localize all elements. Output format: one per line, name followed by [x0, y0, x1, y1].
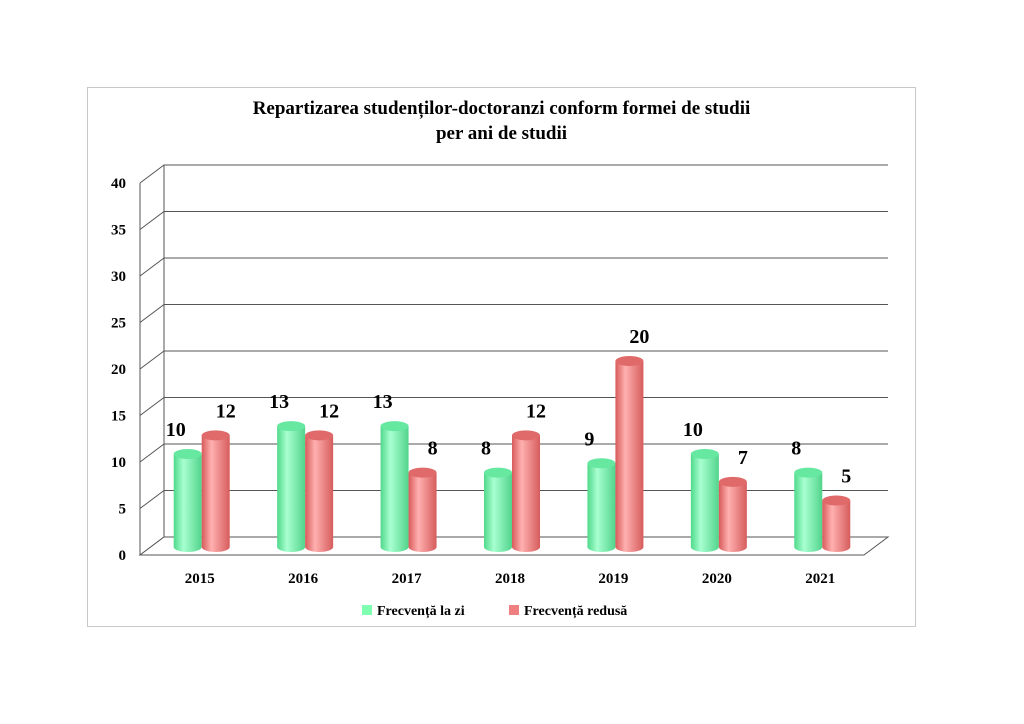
bar-body	[794, 472, 823, 552]
y-tick-label: 10	[111, 455, 126, 471]
legend-label-0: Frecvență la zi	[377, 604, 465, 619]
data-label: 7	[738, 447, 748, 469]
data-label: 12	[319, 400, 339, 422]
y-tick-label: 20	[111, 362, 126, 378]
bar-zi-2018	[484, 467, 512, 552]
bar-top	[408, 467, 437, 478]
y-tick-label: 15	[111, 409, 126, 425]
y-axis: 0 5 10 15 20 25 30 35 40	[111, 176, 141, 564]
bar-body	[718, 481, 747, 552]
data-label: 9	[584, 428, 594, 450]
data-label: 12	[216, 400, 236, 422]
x-tick-label: 2017	[392, 571, 423, 587]
bar-top	[794, 467, 823, 478]
bar-redusa-2018	[512, 430, 540, 552]
gridline	[139, 350, 888, 370]
gridline	[139, 211, 888, 230]
bar-body	[587, 463, 616, 552]
x-tick-label: 2020	[702, 571, 732, 587]
data-label: 12	[526, 400, 546, 422]
x-tick-label: 2015	[185, 571, 215, 587]
bar-body	[822, 500, 851, 552]
gridline	[139, 164, 888, 184]
data-label: 8	[791, 438, 801, 460]
bar-zi-2021	[794, 467, 823, 552]
gridline	[139, 304, 888, 323]
bar-top	[718, 476, 747, 487]
data-label: 10	[166, 419, 186, 441]
bar-zi-2019	[587, 458, 616, 552]
y-tick-label: 35	[111, 223, 126, 239]
bar-top	[277, 421, 306, 432]
bar-body	[484, 472, 512, 552]
bar-top	[690, 449, 719, 459]
legend-swatch-0	[362, 605, 372, 615]
bar-top	[587, 458, 616, 469]
bar-redusa-2015	[201, 430, 230, 552]
data-label: 13	[373, 391, 393, 413]
bar-body	[690, 454, 719, 552]
bar-zi-2017	[380, 421, 409, 552]
bar-top	[201, 430, 230, 441]
y-tick-label: 5	[119, 502, 127, 518]
bar-zi-2020	[690, 449, 719, 552]
gridline	[139, 257, 888, 277]
bar-body	[408, 472, 437, 552]
data-label: 8	[428, 438, 438, 460]
legend: Frecvență la zi Frecvență redusă	[362, 604, 627, 619]
data-label: 10	[683, 419, 703, 441]
data-label: 5	[841, 466, 851, 488]
x-tick-label: 2016	[288, 571, 319, 587]
x-tick-label: 2018	[495, 571, 525, 587]
chart-title-line1: Repartizarea studenților-doctoranzi conf…	[252, 98, 751, 119]
bar-top	[512, 430, 540, 441]
y-tick-label: 25	[111, 316, 126, 332]
bar-zi-2016	[277, 421, 306, 552]
bar-body	[380, 426, 409, 552]
bar-top	[484, 467, 512, 478]
bar-redusa-2016	[305, 430, 334, 552]
x-tick-label: 2019	[598, 571, 628, 587]
bar-body	[173, 454, 202, 552]
bar-redusa-2020	[718, 476, 747, 552]
legend-label-1: Frecvență redusă	[524, 604, 627, 619]
chart-title: Repartizarea studenților-doctoranzi conf…	[87, 96, 916, 146]
y-tick-label: 30	[111, 269, 126, 285]
bar-top	[380, 421, 409, 432]
bar-redusa-2017	[408, 467, 437, 552]
chart-title-line2: per ani de studii	[435, 123, 568, 144]
bar-body	[201, 435, 230, 552]
bar-redusa-2021	[822, 495, 851, 552]
bar-body	[615, 361, 644, 552]
x-axis: 2015 2016 2017 2018 2019 2020 2021	[185, 571, 836, 587]
bar-top	[173, 449, 202, 459]
y-tick-label: 0	[119, 548, 127, 564]
data-label: 20	[629, 326, 649, 348]
bar-top	[822, 495, 851, 506]
y-tick-label: 40	[111, 176, 126, 192]
gridline	[139, 397, 888, 416]
bar-body	[305, 435, 334, 552]
legend-swatch-1	[509, 605, 519, 615]
x-tick-label: 2021	[805, 571, 835, 587]
data-labels: 10 12 13 12 13 8 8 12 9 20 10 7 8 5	[166, 326, 852, 488]
bar-zi-2015	[173, 449, 202, 552]
bars	[173, 356, 851, 552]
data-label: 13	[269, 391, 289, 413]
bar-body	[277, 426, 306, 552]
bar-top	[615, 356, 644, 366]
bar-top	[305, 430, 334, 441]
bar-body	[512, 435, 540, 552]
data-label: 8	[481, 438, 491, 460]
bar-redusa-2019	[615, 356, 644, 552]
